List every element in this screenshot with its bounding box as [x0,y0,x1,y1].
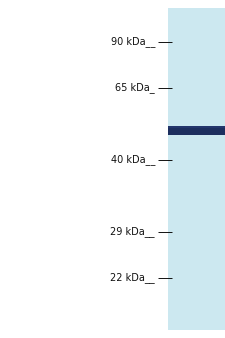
Text: 40 kDa__: 40 kDa__ [111,154,155,166]
Text: 90 kDa__: 90 kDa__ [111,37,155,47]
Bar [168,8,225,330]
Text: 22 kDa__: 22 kDa__ [110,272,155,284]
Bar [168,125,225,135]
Text: 65 kDa_: 65 kDa_ [115,82,155,93]
Text: 29 kDa__: 29 kDa__ [110,226,155,238]
Bar [168,125,225,128]
